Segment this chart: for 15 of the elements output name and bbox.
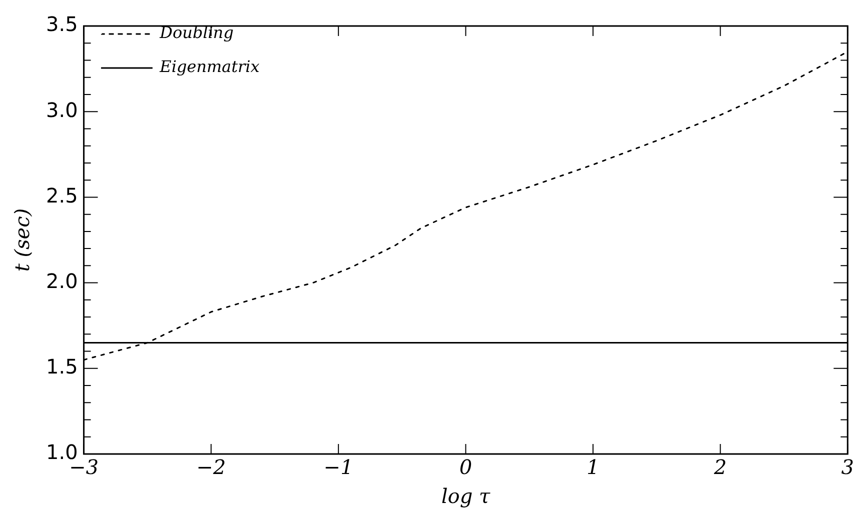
y-axis-title: t (sec) (10, 208, 34, 272)
y-tick-label: 1.5 (46, 354, 78, 379)
legend-label: Eigenmatrix (158, 57, 260, 76)
x-axis-title: log τ (441, 484, 491, 508)
x-tick-label: 2 (712, 455, 727, 480)
y-tick-label: 3.0 (46, 98, 78, 122)
x-tick-label: −1 (324, 455, 354, 480)
legend-label: Doubling (158, 23, 234, 42)
y-tick-label: 3.5 (46, 12, 78, 36)
x-tick-label: 3 (841, 455, 854, 480)
x-tick-label: 0 (459, 455, 472, 480)
y-tick-label: 2.0 (46, 269, 78, 294)
y-tick-label: 2.5 (46, 183, 78, 208)
x-tick-label: −2 (196, 455, 226, 480)
x-tick-label: 1 (586, 455, 600, 480)
